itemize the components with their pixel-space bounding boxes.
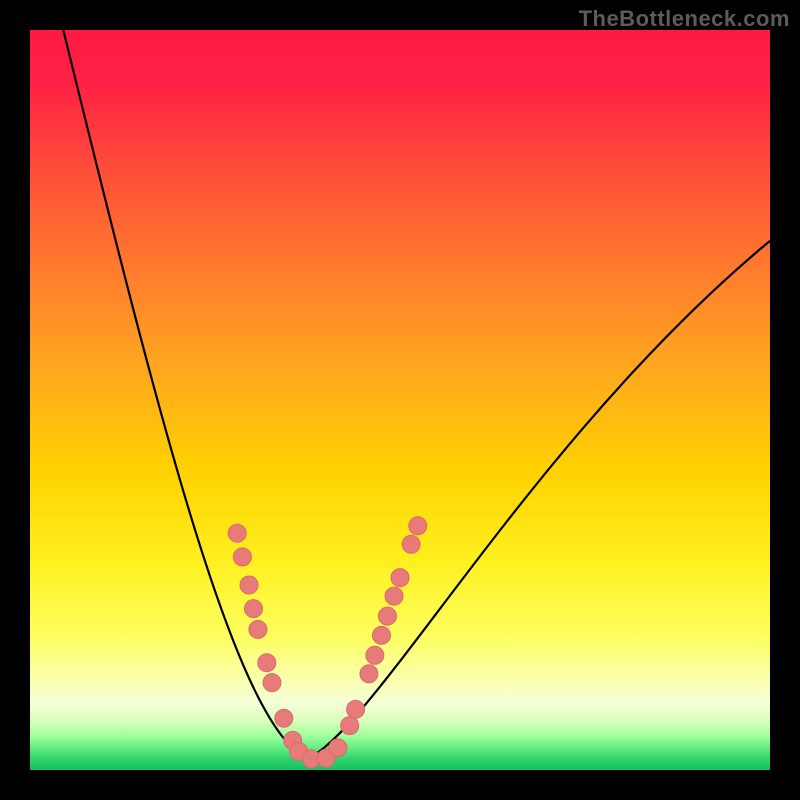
data-dot — [378, 607, 396, 625]
data-dot — [385, 587, 403, 605]
data-dot — [341, 717, 359, 735]
data-dot — [244, 600, 262, 618]
watermark-text: TheBottleneck.com — [579, 6, 790, 32]
data-dot — [366, 646, 384, 664]
data-dot — [275, 709, 293, 727]
data-dot — [391, 569, 409, 587]
data-dot — [347, 700, 365, 718]
bottleneck-chart-svg — [0, 0, 800, 800]
data-dot — [409, 517, 427, 535]
data-dot — [240, 576, 258, 594]
data-dot — [402, 535, 420, 553]
data-dot — [329, 739, 347, 757]
data-dot — [258, 654, 276, 672]
data-dot — [228, 524, 246, 542]
data-dot — [249, 620, 267, 638]
data-dot — [233, 548, 251, 566]
data-dot — [360, 665, 378, 683]
data-dot — [373, 626, 391, 644]
plot-gradient-background — [30, 30, 770, 770]
data-dot — [263, 674, 281, 692]
chart-canvas: TheBottleneck.com — [0, 0, 800, 800]
